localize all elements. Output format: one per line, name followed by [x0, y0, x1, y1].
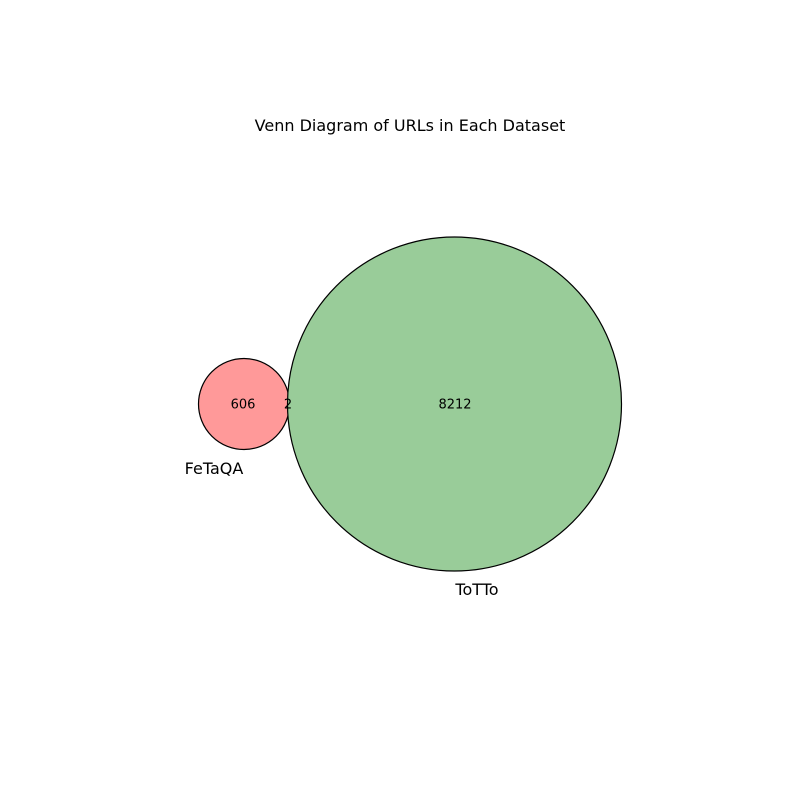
- region-count-fetaqa-only: 606: [231, 398, 256, 413]
- region-count-intersection: 2: [284, 398, 292, 413]
- set-label-totto: ToTTo: [454, 580, 498, 599]
- chart-title: Venn Diagram of URLs in Each Dataset: [255, 116, 566, 135]
- set-circle-totto: [286, 236, 623, 572]
- region-count-totto-only: 8212: [438, 398, 471, 413]
- set-label-fetaqa: FeTaQA: [185, 459, 244, 478]
